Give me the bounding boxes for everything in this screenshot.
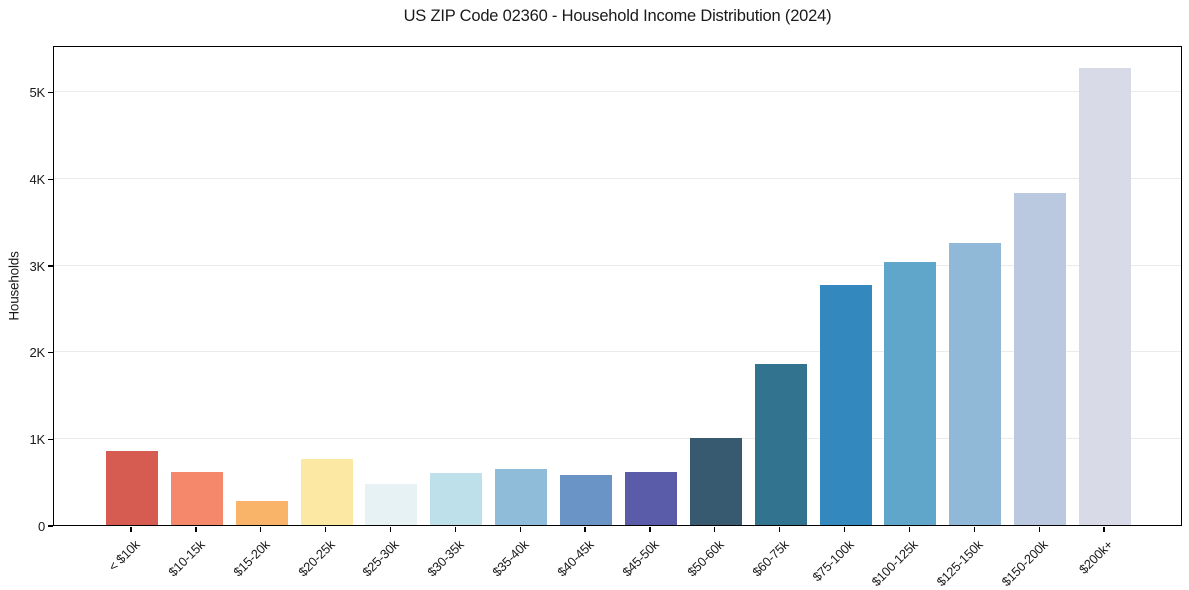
- x-tick-label: $45-50k: [619, 537, 662, 580]
- x-tick-label: $150-200k: [998, 537, 1051, 590]
- plot-area: [53, 46, 1182, 526]
- bar-$10-15k: [170, 472, 223, 525]
- y-tick-label: 3K: [29, 258, 45, 274]
- bar-$150-200k: [1014, 192, 1067, 525]
- x-tick-label: $25-30k: [359, 537, 403, 580]
- x-tick-mark: [843, 527, 846, 532]
- x-tick-label: $60-75k: [748, 537, 792, 580]
- gridline: [54, 437, 1181, 439]
- x-tick-mark: [1038, 527, 1040, 532]
- y-tick-mark: [48, 178, 53, 181]
- x-tick-mark: [779, 527, 781, 532]
- x-tick-mark: [389, 527, 392, 532]
- bar-$50-60k: [689, 437, 742, 525]
- x-tick-mark: [454, 527, 456, 532]
- x-tick-mark: [260, 527, 262, 532]
- x-tick-label: $50-60k: [684, 537, 727, 580]
- bar-$25-30k: [365, 484, 418, 525]
- bar-$60-75k: [754, 364, 807, 525]
- x-tick-label: $200k+: [1075, 537, 1116, 577]
- bar-$100-125k: [884, 262, 937, 525]
- x-tick-mark: [1103, 527, 1105, 532]
- x-tick-label: $125-150k: [933, 537, 986, 590]
- y-tick-mark: [48, 265, 53, 267]
- x-tick-label: $10-15k: [165, 537, 208, 580]
- x-tick-mark: [130, 527, 132, 532]
- x-tick-label: $75-100k: [808, 537, 857, 585]
- gridline: [54, 91, 1181, 93]
- x-tick-label: < $10k: [105, 537, 143, 575]
- y-tick-label: 4K: [29, 171, 45, 187]
- x-tick-label: $40-45k: [554, 537, 597, 580]
- x-tick-mark: [195, 527, 197, 532]
- bar-< $10k: [106, 450, 158, 525]
- y-tick-mark: [48, 352, 53, 354]
- bar-$200k+: [1079, 67, 1132, 525]
- y-tick-label: 5K: [29, 85, 45, 101]
- y-tick-label: 0: [37, 518, 45, 534]
- bar-$45-50k: [624, 472, 677, 525]
- x-tick-mark: [908, 527, 911, 532]
- x-tick-mark: [649, 527, 651, 532]
- x-tick-label: $30-35k: [424, 537, 467, 580]
- bar-$35-40k: [495, 469, 548, 525]
- bar-$125-150k: [949, 243, 1002, 525]
- chart-title: US ZIP Code 02360 - Household Income Dis…: [403, 7, 832, 25]
- bar-$15-20k: [235, 500, 288, 525]
- x-tick-label: $20-25k: [294, 537, 338, 580]
- bar-$75-100k: [819, 285, 872, 525]
- x-tick-mark: [714, 527, 716, 532]
- y-tick-label: 1K: [29, 431, 45, 447]
- x-tick-mark: [324, 527, 327, 532]
- bar-$20-25k: [300, 459, 353, 525]
- bar-$30-35k: [430, 473, 483, 525]
- x-tick-label: $100-125k: [868, 537, 922, 590]
- y-tick-label: 2K: [29, 345, 45, 361]
- y-tick-mark: [48, 92, 53, 94]
- gridline: [54, 177, 1181, 179]
- x-tick-mark: [584, 527, 586, 532]
- gridline: [54, 264, 1181, 266]
- x-tick-mark: [973, 527, 975, 532]
- y-tick-mark: [48, 525, 53, 527]
- gridline: [54, 351, 1181, 353]
- x-tick-label: $15-20k: [230, 537, 273, 580]
- x-tick-label: $35-40k: [489, 537, 532, 580]
- bar-$40-45k: [560, 475, 613, 525]
- y-tick-mark: [48, 438, 53, 440]
- x-tick-mark: [519, 527, 521, 532]
